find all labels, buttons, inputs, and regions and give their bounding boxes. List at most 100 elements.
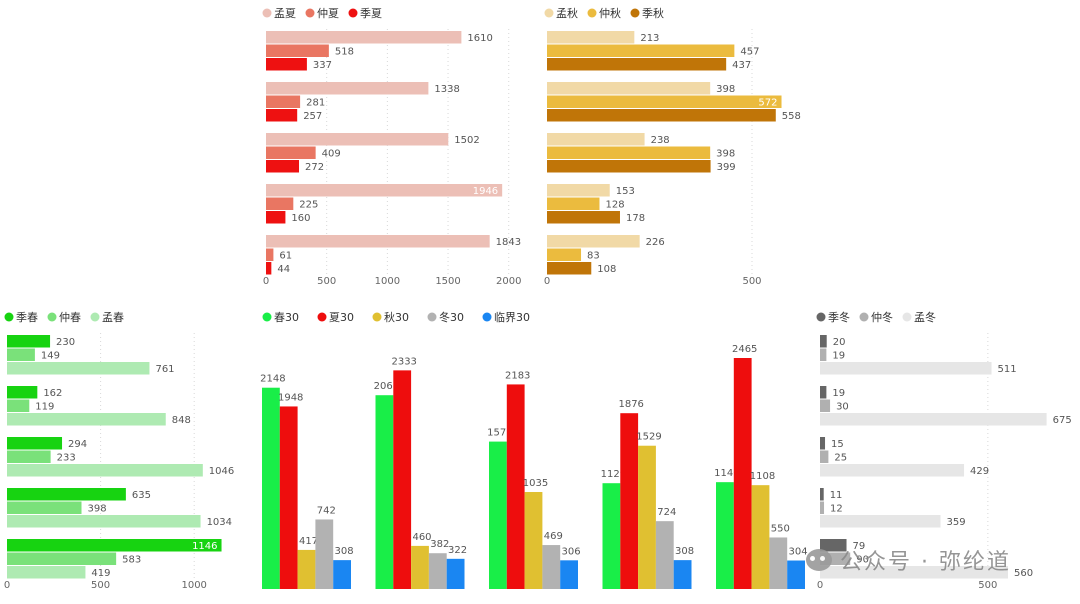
legend-item-thirty-3[interactable]: 冬30 xyxy=(427,310,465,324)
bar-thirty-春30-3[interactable] xyxy=(489,441,507,589)
bar-thirty-冬30-5[interactable] xyxy=(769,537,788,589)
legend-item-summer-1[interactable]: 仲夏 xyxy=(305,6,340,20)
bar-thirty-临界30-2[interactable] xyxy=(446,558,465,589)
bar-winter-仲冬-1[interactable] xyxy=(820,348,827,362)
bar-autumn-仲秋-4[interactable] xyxy=(547,197,600,211)
legend-item-summer-2[interactable]: 季夏 xyxy=(348,7,383,20)
bar-summer-季夏-2[interactable] xyxy=(266,109,298,122)
legend-item-thirty-1[interactable]: 夏30 xyxy=(317,311,355,324)
bar-winter-仲冬-2[interactable] xyxy=(820,399,831,413)
bar-spring-孟春-3[interactable] xyxy=(7,464,203,477)
bar-winter-孟冬-2[interactable] xyxy=(820,413,1047,426)
bar-thirty-临界30-4[interactable] xyxy=(673,560,692,589)
bar-thirty-秋30-2[interactable] xyxy=(411,545,429,589)
bar-summer-孟夏-4[interactable] xyxy=(266,184,503,197)
legend-item-thirty-4[interactable]: 临界30 xyxy=(482,310,531,324)
legend-item-autumn-1[interactable]: 仲秋 xyxy=(587,6,622,20)
legend-item-winter-1[interactable]: 仲冬 xyxy=(859,310,894,324)
bar-autumn-孟秋-1[interactable] xyxy=(547,31,635,44)
bar-winter-季冬-3[interactable] xyxy=(820,437,826,450)
bar-autumn-仲秋-2[interactable] xyxy=(547,95,782,109)
bar-thirty-临界30-1[interactable] xyxy=(333,560,351,589)
bar-thirty-冬30-2[interactable] xyxy=(428,553,447,589)
bar-spring-孟春-5[interactable] xyxy=(7,566,86,579)
bar-autumn-季秋-4[interactable] xyxy=(547,211,620,224)
bar-autumn-仲秋-5[interactable] xyxy=(547,248,582,262)
bar-thirty-临界30-5[interactable] xyxy=(787,560,805,589)
bar-winter-季冬-2[interactable] xyxy=(820,386,827,399)
bar-winter-季冬-4[interactable] xyxy=(820,488,824,501)
bar-summer-仲夏-4[interactable] xyxy=(266,197,294,211)
bar-winter-孟冬-1[interactable] xyxy=(820,362,992,375)
bar-autumn-孟秋-2[interactable] xyxy=(547,82,711,95)
bar-spring-仲春-5[interactable] xyxy=(7,552,117,566)
legend-item-spring-2[interactable]: 孟春 xyxy=(90,311,125,324)
bar-summer-季夏-3[interactable] xyxy=(266,160,300,173)
bar-thirty-临界30-3[interactable] xyxy=(560,560,578,589)
bar-summer-仲夏-2[interactable] xyxy=(266,95,301,109)
bar-spring-孟春-4[interactable] xyxy=(7,515,201,528)
bar-summer-仲夏-3[interactable] xyxy=(266,146,316,160)
bar-autumn-孟秋-5[interactable] xyxy=(547,235,640,248)
bar-winter-仲冬-3[interactable] xyxy=(820,450,829,464)
bar-winter-季冬-1[interactable] xyxy=(820,335,827,348)
bar-thirty-冬30-3[interactable] xyxy=(542,545,561,589)
legend-item-summer-0[interactable]: 孟夏 xyxy=(262,7,297,20)
bar-autumn-季秋-5[interactable] xyxy=(547,262,592,275)
legend-item-winter-2[interactable]: 孟冬 xyxy=(902,310,937,324)
bar-spring-季春-4[interactable] xyxy=(7,488,126,501)
bar-summer-仲夏-1[interactable] xyxy=(266,44,329,58)
bar-thirty-夏30-1[interactable] xyxy=(279,406,298,589)
bar-summer-孟夏-5[interactable] xyxy=(266,235,490,248)
bar-spring-仲春-1[interactable] xyxy=(7,348,35,362)
legend-item-thirty-0[interactable]: 春30 xyxy=(262,311,300,324)
bar-summer-季夏-5[interactable] xyxy=(266,262,272,275)
bar-winter-仲冬-4[interactable] xyxy=(820,501,825,515)
bar-winter-孟冬-4[interactable] xyxy=(820,515,941,528)
legend-item-autumn-2[interactable]: 季秋 xyxy=(630,6,665,20)
bar-autumn-孟秋-3[interactable] xyxy=(547,133,645,146)
bar-spring-仲春-4[interactable] xyxy=(7,501,82,515)
bar-autumn-季秋-1[interactable] xyxy=(547,58,727,71)
bar-thirty-冬30-4[interactable] xyxy=(655,521,674,589)
bar-summer-季夏-1[interactable] xyxy=(266,58,307,71)
legend-item-autumn-0[interactable]: 孟秋 xyxy=(544,6,579,20)
bar-thirty-冬30-1[interactable] xyxy=(315,519,334,589)
bar-thirty-春30-5[interactable] xyxy=(716,482,734,589)
bar-thirty-春30-1[interactable] xyxy=(262,387,280,589)
bar-spring-季春-2[interactable] xyxy=(7,386,38,399)
bar-winter-孟冬-3[interactable] xyxy=(820,464,965,477)
bar-spring-仲春-3[interactable] xyxy=(7,450,51,464)
legend-item-spring-0[interactable]: 季春 xyxy=(4,311,39,324)
bar-autumn-季秋-2[interactable] xyxy=(547,109,776,122)
bar-spring-孟春-1[interactable] xyxy=(7,362,150,375)
bar-summer-季夏-4[interactable] xyxy=(266,211,286,224)
bar-autumn-仲秋-1[interactable] xyxy=(547,44,735,58)
bar-spring-仲春-2[interactable] xyxy=(7,399,30,413)
bar-thirty-夏30-4[interactable] xyxy=(620,413,639,589)
bar-thirty-秋30-3[interactable] xyxy=(524,492,543,589)
bar-thirty-秋30-4[interactable] xyxy=(638,445,656,589)
bar-thirty-春30-4[interactable] xyxy=(602,483,621,589)
bar-thirty-春30-2[interactable] xyxy=(375,395,394,589)
bar-winter-孟冬-5[interactable] xyxy=(820,566,1008,579)
bar-thirty-夏30-5[interactable] xyxy=(733,358,752,589)
legend-item-spring-1[interactable]: 仲春 xyxy=(47,310,82,324)
bar-summer-仲夏-5[interactable] xyxy=(266,248,274,262)
bar-thirty-夏30-3[interactable] xyxy=(506,384,525,589)
bar-autumn-季秋-3[interactable] xyxy=(547,160,711,173)
bar-spring-季春-5[interactable] xyxy=(7,539,222,552)
legend-item-winter-0[interactable]: 季冬 xyxy=(816,310,851,324)
bar-spring-季春-3[interactable] xyxy=(7,437,63,450)
bar-thirty-秋30-5[interactable] xyxy=(751,485,770,589)
bar-winter-季冬-5[interactable] xyxy=(820,539,847,552)
bar-spring-孟春-2[interactable] xyxy=(7,413,166,426)
bar-summer-孟夏-2[interactable] xyxy=(266,82,429,95)
bar-autumn-孟秋-4[interactable] xyxy=(547,184,610,197)
legend-item-thirty-2[interactable]: 秋30 xyxy=(372,310,410,324)
bar-autumn-仲秋-3[interactable] xyxy=(547,146,711,160)
bar-spring-季春-1[interactable] xyxy=(7,335,51,348)
bar-thirty-秋30-1[interactable] xyxy=(297,549,316,589)
bar-summer-孟夏-1[interactable] xyxy=(266,31,462,44)
bar-thirty-夏30-2[interactable] xyxy=(393,370,412,589)
